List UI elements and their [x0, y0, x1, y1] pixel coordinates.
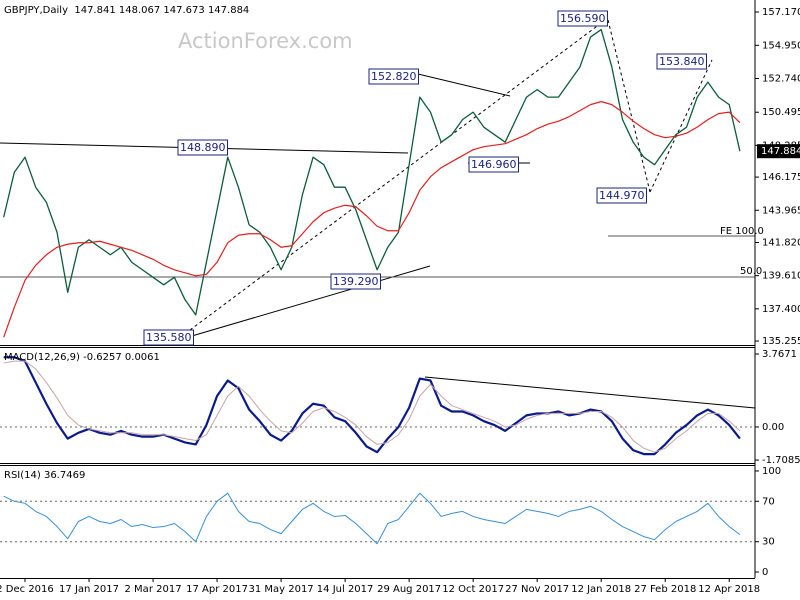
series-line [3, 492, 741, 545]
trend-line [184, 265, 431, 339]
x-tick-label: 14 Jul 2017 [317, 584, 374, 595]
y-tick-label: 154.950 [762, 40, 800, 51]
x-tick-label: 2 Mar 2017 [125, 584, 182, 595]
y-tick-label: 139.610 [762, 271, 800, 282]
y-tick-label: 30 [762, 537, 775, 548]
annotation: 139.290 [333, 275, 379, 288]
annotation: 50.0 [740, 266, 762, 277]
annotation-box [468, 156, 519, 173]
y-tick-label: 0.00 [762, 422, 784, 433]
series-line [3, 28, 741, 316]
last-price-label: 147.884 [761, 146, 800, 157]
annotation: 156.590 [560, 12, 606, 25]
y-tick-label: 143.965 [762, 205, 800, 216]
series-line [3, 101, 741, 338]
watermark: ActionForex.com [178, 29, 353, 53]
x-tick-label: 12 Oct 2017 [442, 584, 504, 595]
annotation: 144.970 [599, 189, 645, 202]
x-tick-label: 31 May 2017 [248, 584, 313, 595]
y-tick-label: -1.7085 [762, 455, 800, 466]
y-tick-label: 137.400 [762, 304, 800, 315]
x-tick-label: 12 Jan 2018 [571, 584, 631, 595]
annotation: FE 100.0 [720, 226, 764, 237]
last-price-box [757, 144, 800, 159]
y-tick-label: 141.820 [762, 237, 800, 248]
x-tick-label: 27 Feb 2018 [634, 584, 696, 595]
annotation-box [656, 53, 707, 70]
y-tick-label: 146.175 [762, 172, 800, 183]
annotation-box [368, 68, 419, 85]
y-tick-label: 135.255 [762, 336, 800, 347]
macd-trend-line [424, 376, 756, 409]
annotation-box [330, 273, 381, 290]
pane-title: RSI(14) 36.7469 [4, 470, 85, 481]
annotation: 148.890 [180, 141, 226, 154]
trend-line [417, 73, 511, 97]
annotation: 146.960 [471, 158, 517, 171]
annotation: 152.820 [371, 70, 417, 83]
annotation-box [596, 187, 647, 204]
x-tick-label: 29 Aug 2017 [377, 584, 441, 595]
annotation-box [143, 329, 194, 346]
x-tick-label: 17 Jan 2017 [59, 584, 119, 595]
series-line [3, 360, 741, 453]
annotation: 153.840 [659, 55, 705, 68]
annotation-box [557, 10, 608, 27]
y-tick-label: 152.740 [762, 74, 800, 85]
y-tick-label: 70 [762, 496, 775, 507]
pane-title: MACD(12,26,9) -0.6257 0.0061 [4, 352, 160, 363]
annotation: 135.580 [146, 331, 192, 344]
swing-line [649, 59, 713, 193]
x-tick-label: 12 Apr 2018 [698, 584, 760, 595]
annotation-box [177, 139, 228, 156]
y-tick-label: 0 [762, 567, 768, 578]
y-tick-label: 3.7671 [762, 349, 797, 360]
drawings [0, 0, 756, 579]
y-tick-label: 150.495 [762, 107, 800, 118]
x-tick-label: 17 Apr 2017 [186, 584, 248, 595]
x-tick-label: 2 Dec 2016 [0, 584, 54, 595]
channel-line [189, 17, 609, 331]
y-tick-label: 100 [762, 466, 781, 477]
pane-title: GBPJPY,Daily 147.841 148.067 147.673 147… [4, 5, 249, 16]
x-tick-label: 27 Nov 2017 [505, 584, 569, 595]
y-tick-label: 157.170 [762, 7, 800, 18]
